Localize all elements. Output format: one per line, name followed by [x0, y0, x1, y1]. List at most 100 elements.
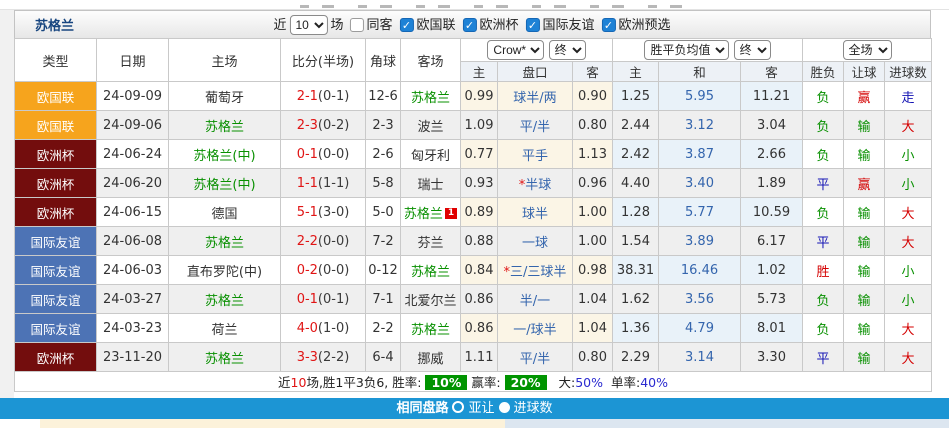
filter-nations-league-checkbox[interactable]: ✓	[399, 18, 414, 32]
match-score: 3-3(2-2)	[280, 342, 366, 372]
same-trend-bar: 相同盘路 亚让 进球数	[0, 398, 949, 419]
bookmaker-select[interactable]: Crow*	[487, 40, 545, 60]
eu-draw-odds: 16.46	[658, 255, 741, 285]
goals-result: 小	[884, 255, 933, 285]
halftime-score: (2-2)	[317, 349, 350, 365]
ah-line: 一球	[497, 226, 573, 256]
odd-value: 40%	[640, 375, 669, 390]
match-score: 2-1(0-1)	[280, 81, 366, 111]
ah-win-rate-badge: 20%	[504, 375, 547, 390]
away-team: 瑞士	[400, 168, 461, 198]
bottom-left-panel	[40, 419, 505, 428]
ah-away-odds: 0.96	[572, 168, 613, 198]
same-away-checkbox[interactable]	[349, 18, 364, 32]
filter-friendly-checkbox[interactable]: ✓	[525, 18, 540, 32]
ah-away-odds: 1.13	[572, 139, 613, 169]
goals-result: 小	[884, 139, 933, 169]
col-header-type: 类型	[14, 38, 97, 82]
eu-draw-odds: 3.40	[658, 168, 741, 198]
match-result: 胜	[802, 255, 845, 285]
scope-select[interactable]: 全场	[842, 40, 892, 60]
ah-line-text: 一球	[521, 235, 548, 251]
europe-odds-select[interactable]: 胜平负均值	[644, 40, 730, 60]
eu-home-odds: 2.44	[612, 110, 659, 140]
eu-draw-odds: 3.12	[658, 110, 741, 140]
ah-home-odds: 1.09	[460, 110, 498, 140]
home-team: 直布罗陀(中)	[168, 255, 281, 285]
eu-away-odds: 3.04	[739, 110, 804, 140]
col-header-goals: 进球数	[884, 61, 933, 82]
col-header-away: 客场	[400, 38, 461, 82]
col-header-date: 日期	[96, 38, 169, 82]
match-date: 24-06-08	[96, 226, 169, 256]
red-card-badge: 1	[444, 207, 458, 219]
eu-draw-odds: 5.95	[658, 81, 741, 111]
ah-home-odds: 0.89	[460, 197, 498, 227]
handicap-result: 输	[843, 284, 886, 314]
recent-count-select[interactable]: 10	[289, 15, 328, 35]
goals-result: 大	[884, 226, 933, 256]
recent-label: 近	[273, 17, 287, 33]
match-result: 平	[802, 226, 845, 256]
ah-home-odds: 0.86	[460, 313, 498, 343]
ah-away-odds: 0.90	[572, 81, 613, 111]
fulltime-score: 5-1	[296, 204, 318, 220]
halftime-score: (0-0)	[317, 146, 350, 162]
match-date: 23-11-20	[96, 342, 169, 372]
col-header-score: 比分(半场)	[280, 38, 366, 82]
ah-state-select[interactable]: 终	[548, 40, 586, 60]
odds-controls-row: 类型 日期 主场 比分(半场) 角球 客场 Crow* 终 胜平负均值 终	[14, 38, 933, 82]
ah-line-text: 半/一	[519, 293, 551, 309]
away-team: 北爱尔兰	[400, 284, 461, 314]
away-team: 匈牙利	[400, 139, 461, 169]
eu-home-odds: 38.31	[612, 255, 659, 285]
filter-euro-qualifier-checkbox[interactable]: ✓	[601, 18, 616, 32]
eu-home-odds: 1.36	[612, 313, 659, 343]
away-team: 挪威	[400, 342, 461, 372]
away-team: 芬兰	[400, 226, 461, 256]
big-label: 大:	[558, 375, 576, 390]
match-history-table: 类型 日期 主场 比分(半场) 角球 客场 Crow* 终 胜平负均值 终	[13, 38, 933, 392]
match-result: 负	[802, 139, 845, 169]
table-row: 欧洲杯 24-06-20 苏格兰(中) 1-1(1-1) 5-8 瑞士 0.93 *半球 0.9…	[14, 168, 933, 198]
filter-euro-checkbox[interactable]: ✓	[462, 18, 477, 32]
match-score: 2-3(0-2)	[280, 110, 366, 140]
fulltime-score: 2-3	[296, 117, 318, 133]
odd-label: 单率:	[611, 375, 641, 390]
match-result: 平	[802, 342, 845, 372]
match-table-body: 欧国联 24-09-09 葡萄牙 2-1(0-1) 12-6 苏格兰 0.99 球半/两 0.9…	[14, 81, 933, 372]
eu-draw-odds: 4.79	[658, 313, 741, 343]
home-team: 苏格兰	[168, 284, 281, 314]
match-date: 24-06-20	[96, 168, 169, 198]
changed-line-star: *	[503, 264, 511, 280]
summary-row: 近10场,胜1平3负6, 胜率: 10% 赢率: 20% 大:50% 单率:40%	[13, 371, 933, 392]
ah-away-odds: 0.80	[572, 110, 613, 140]
fulltime-score: 1-1	[296, 175, 318, 191]
ah-odds-controls-cell: Crow* 终	[460, 38, 613, 62]
eu-state-select[interactable]: 终	[733, 40, 771, 60]
radio-goals[interactable]	[498, 402, 510, 413]
away-team: 苏格兰	[400, 255, 461, 285]
league-badge: 欧洲杯	[14, 197, 97, 227]
home-team: 苏格兰(中)	[168, 168, 281, 198]
table-row: 欧洲杯 24-06-24 苏格兰(中) 0-1(0-0) 2-6 匈牙利 0.77 平手 1.1…	[14, 139, 933, 169]
content-area: 苏格兰 近 10 场 同客 ✓ 欧国联 ✓ 欧洲杯 ✓ 国际友谊 ✓ 欧洲预选	[13, 10, 933, 392]
corner-count: 2-2	[365, 313, 401, 343]
ah-home-odds: 0.99	[460, 81, 498, 111]
halftime-score: (0-1)	[317, 88, 350, 104]
ah-line-text: 球半	[521, 206, 548, 222]
league-badge: 欧洲杯	[14, 139, 97, 169]
handicap-result: 赢	[843, 168, 886, 198]
ah-line: 球半	[497, 197, 573, 227]
match-score: 0-1(0-1)	[280, 284, 366, 314]
filter-euro-label: 欧洲杯	[479, 17, 519, 33]
handicap-result: 赢	[843, 81, 886, 111]
radio-asian-handicap[interactable]	[452, 401, 465, 413]
eu-away-odds: 2.66	[739, 139, 804, 169]
match-score: 2-2(0-0)	[280, 226, 366, 256]
eu-home-odds: 1.25	[612, 81, 659, 111]
match-result: 负	[802, 284, 845, 314]
ah-away-odds: 1.04	[572, 313, 613, 343]
page-title: 苏格兰	[35, 19, 75, 34]
col-header-handicap-result: 让球	[843, 61, 886, 82]
